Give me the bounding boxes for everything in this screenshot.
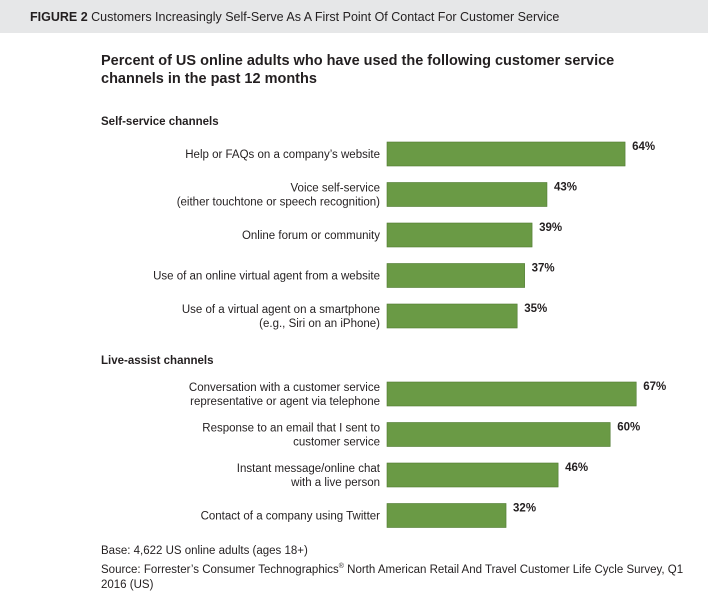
value-label: 32% xyxy=(513,503,536,515)
category-label: Contact of a company using Twitter xyxy=(201,511,381,523)
source-note-post: North American Retail And Travel Custome… xyxy=(101,563,684,591)
category-label: Use of a virtual agent on a smartphone xyxy=(182,304,380,316)
bar-self-2 xyxy=(386,222,533,248)
category-label: customer service xyxy=(293,437,380,449)
value-label: 60% xyxy=(617,422,640,434)
category-label: with a live person xyxy=(290,477,380,489)
category-label: Voice self-service xyxy=(291,183,380,195)
value-label: 37% xyxy=(532,263,555,275)
category-label: (e.g., Siri on an iPhone) xyxy=(259,318,380,330)
category-label: Help or FAQs on a company’s website xyxy=(185,149,380,161)
figure-header-bar: FIGURE 2 Customers Increasingly Self-Ser… xyxy=(0,0,708,33)
figure-label: FIGURE 2 xyxy=(30,10,88,24)
bar-self-3 xyxy=(386,263,525,288)
value-label: 35% xyxy=(524,303,547,315)
source-note: Source: Forrester’s Consumer Technograph… xyxy=(101,559,691,593)
bar-self-1 xyxy=(386,182,548,207)
value-label: 67% xyxy=(643,381,666,393)
category-label: (either touchtone or speech recognition) xyxy=(177,197,380,209)
category-label: representative or agent via telephone xyxy=(190,396,380,408)
category-label: Use of an online virtual agent from a we… xyxy=(153,271,380,283)
chart-notes: Base: 4,622 US online adults (ages 18+) … xyxy=(101,544,691,593)
section-self-service: Self-service channels xyxy=(101,116,219,128)
category-label: Online forum or community xyxy=(242,230,380,242)
figure-header: FIGURE 2 Customers Increasingly Self-Ser… xyxy=(30,10,559,24)
value-label: 46% xyxy=(565,462,588,474)
category-label: Conversation with a customer service xyxy=(189,382,380,394)
chart-title: Percent of US online adults who have use… xyxy=(101,53,615,87)
source-note-pre: Source: Forrester’s Consumer Technograph… xyxy=(101,563,339,576)
bar-live-1 xyxy=(386,422,611,447)
value-label: 64% xyxy=(632,141,655,153)
section-live-assist: Live-assist channels xyxy=(101,355,214,367)
bar-live-0 xyxy=(386,381,637,407)
bar-self-4 xyxy=(386,303,518,329)
category-label: Instant message/online chat xyxy=(237,463,381,475)
bar-self-0 xyxy=(386,141,626,167)
base-note: Base: 4,622 US online adults (ages 18+) xyxy=(101,545,308,557)
category-label: Response to an email that I sent to xyxy=(202,423,380,435)
figure-caption: Customers Increasingly Self-Serve As A F… xyxy=(91,10,560,24)
value-label: 43% xyxy=(554,182,577,194)
bar-live-2 xyxy=(386,462,559,488)
value-label: 39% xyxy=(539,222,562,234)
bar-chart: 64% Help or FAQs on a company’s website 43… xyxy=(153,141,666,528)
bar-live-3 xyxy=(386,503,507,528)
registered-mark: ® xyxy=(338,563,344,570)
